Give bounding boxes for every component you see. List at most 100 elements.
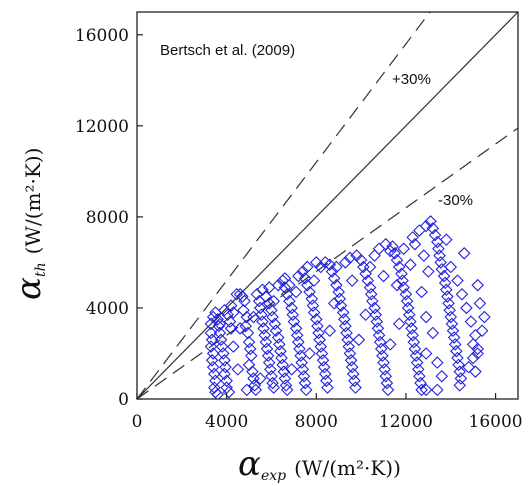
data-point — [432, 242, 445, 256]
data-point — [464, 315, 478, 328]
svg-text:αth(W/(m²·K)): αth (W/(m²·K)) — [9, 148, 49, 300]
data-point — [307, 274, 321, 287]
data-point — [206, 347, 220, 360]
data-point — [327, 297, 341, 310]
data-point — [303, 347, 316, 360]
data-point — [475, 324, 489, 337]
data-point — [285, 301, 298, 315]
data-point — [242, 335, 256, 349]
data-point — [406, 328, 419, 342]
data-point — [296, 363, 310, 376]
data-point — [348, 374, 361, 388]
data-point — [414, 376, 427, 390]
data-point — [242, 358, 256, 372]
data-point — [283, 294, 296, 308]
data-point — [363, 281, 377, 294]
data-point — [264, 363, 277, 376]
data-point — [269, 324, 283, 337]
data-point — [433, 249, 446, 262]
data-point — [330, 260, 343, 274]
data-point — [434, 256, 447, 269]
data-point — [396, 274, 409, 287]
y-axis-subscript: th — [33, 262, 49, 277]
data-point — [253, 301, 267, 315]
data-point — [296, 265, 310, 278]
data-point — [371, 322, 385, 335]
data-point — [447, 331, 461, 344]
data-point — [343, 347, 357, 360]
data-point — [438, 276, 452, 290]
data-point — [292, 269, 305, 283]
data-point — [345, 274, 359, 287]
data-point — [325, 265, 339, 278]
data-point — [400, 294, 414, 308]
data-point — [271, 278, 285, 292]
data-point — [261, 349, 275, 363]
data-point — [354, 253, 368, 267]
data-point — [265, 369, 278, 383]
data-point — [466, 351, 480, 365]
data-point — [204, 326, 218, 340]
data-point — [306, 299, 320, 312]
data-point — [262, 297, 276, 310]
data-point — [441, 290, 454, 303]
data-point — [247, 310, 260, 324]
data-point — [368, 249, 381, 262]
plot-frame — [136, 11, 519, 400]
data-point — [327, 272, 341, 285]
data-point — [289, 322, 303, 335]
data-point — [401, 301, 415, 315]
data-point — [223, 315, 237, 328]
data-point — [313, 333, 326, 347]
data-point — [339, 256, 352, 269]
data-point — [457, 247, 471, 260]
data-point — [266, 376, 279, 390]
data-point — [317, 360, 331, 374]
data-point — [364, 288, 378, 301]
data-point — [218, 354, 231, 367]
data-point — [403, 308, 416, 322]
data-point — [338, 313, 351, 326]
data-point — [211, 313, 224, 326]
data-point — [275, 351, 288, 365]
data-point — [222, 385, 236, 399]
data-point — [218, 367, 231, 381]
data-point — [279, 379, 293, 392]
data-point — [424, 215, 437, 228]
data-point — [213, 317, 227, 331]
data-point — [383, 338, 397, 351]
data-point — [377, 356, 390, 369]
data-point — [336, 306, 350, 319]
reference-lines — [137, 12, 518, 399]
data-point — [471, 278, 484, 292]
svg-text:αexp(W/(m²·K)): αexp (W/(m²·K)) — [238, 444, 401, 484]
data-point — [224, 322, 238, 335]
data-point — [407, 335, 421, 349]
data-point — [240, 383, 254, 397]
data-point — [333, 292, 347, 306]
data-point — [208, 367, 221, 381]
data-point — [315, 347, 329, 360]
data-point — [224, 299, 238, 312]
data-point — [299, 383, 313, 397]
data-point — [406, 231, 419, 244]
data-point — [417, 249, 431, 262]
data-point — [373, 335, 387, 349]
data-point — [290, 328, 304, 342]
data-point — [289, 285, 303, 299]
data-point — [369, 308, 382, 322]
data-point — [419, 383, 433, 397]
data-point — [277, 365, 291, 378]
data-point — [276, 358, 289, 372]
data-point — [278, 372, 292, 385]
data-point — [311, 319, 324, 333]
data-point — [392, 317, 406, 331]
data-point — [377, 269, 390, 283]
data-point — [397, 242, 410, 256]
data-point — [246, 365, 259, 378]
data-point — [422, 265, 435, 278]
data-point — [205, 333, 219, 347]
data-point — [361, 274, 375, 287]
data-point — [359, 308, 372, 322]
data-point — [466, 338, 480, 351]
